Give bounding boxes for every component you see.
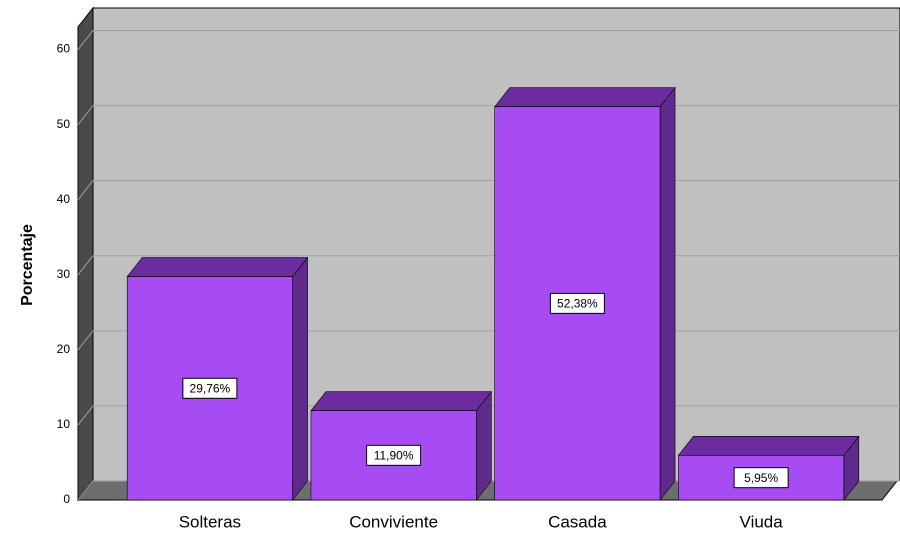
bar-top — [126, 257, 309, 277]
y-tick-label: 20 — [57, 342, 71, 356]
bar-top — [494, 87, 676, 108]
y-tick-label: 40 — [57, 192, 71, 206]
left-wall — [77, 6, 94, 502]
grid-line — [77, 30, 900, 50]
y-tick-label: 50 — [57, 117, 71, 131]
bar-side — [292, 256, 308, 501]
x-tick-label: Viuda — [740, 512, 784, 531]
value-label: 52,38% — [557, 297, 598, 311]
bar-top — [677, 436, 860, 456]
bar-side — [659, 86, 676, 501]
x-tick-label: Casada — [548, 512, 607, 531]
x-tick-label: Solteras — [179, 512, 241, 531]
value-label: 29,76% — [190, 381, 231, 395]
y-tick-label: 0 — [63, 492, 70, 506]
value-label-box — [366, 444, 422, 466]
y-tick-label: 30 — [57, 267, 71, 281]
bar — [310, 390, 492, 501]
bar-top — [310, 391, 492, 411]
bar — [494, 86, 676, 501]
y-axis-label: Porcentaje — [19, 224, 36, 306]
value-label-box — [182, 377, 238, 399]
y-tick-label: 10 — [57, 417, 71, 431]
value-label-box — [549, 292, 605, 314]
bar-front — [494, 106, 661, 501]
x-tick-label: Conviviente — [349, 512, 438, 531]
value-label: 11,90% — [374, 448, 414, 462]
value-label: 5,95% — [744, 471, 778, 485]
y-tick-label: 60 — [57, 42, 71, 56]
value-label-box — [733, 467, 789, 489]
